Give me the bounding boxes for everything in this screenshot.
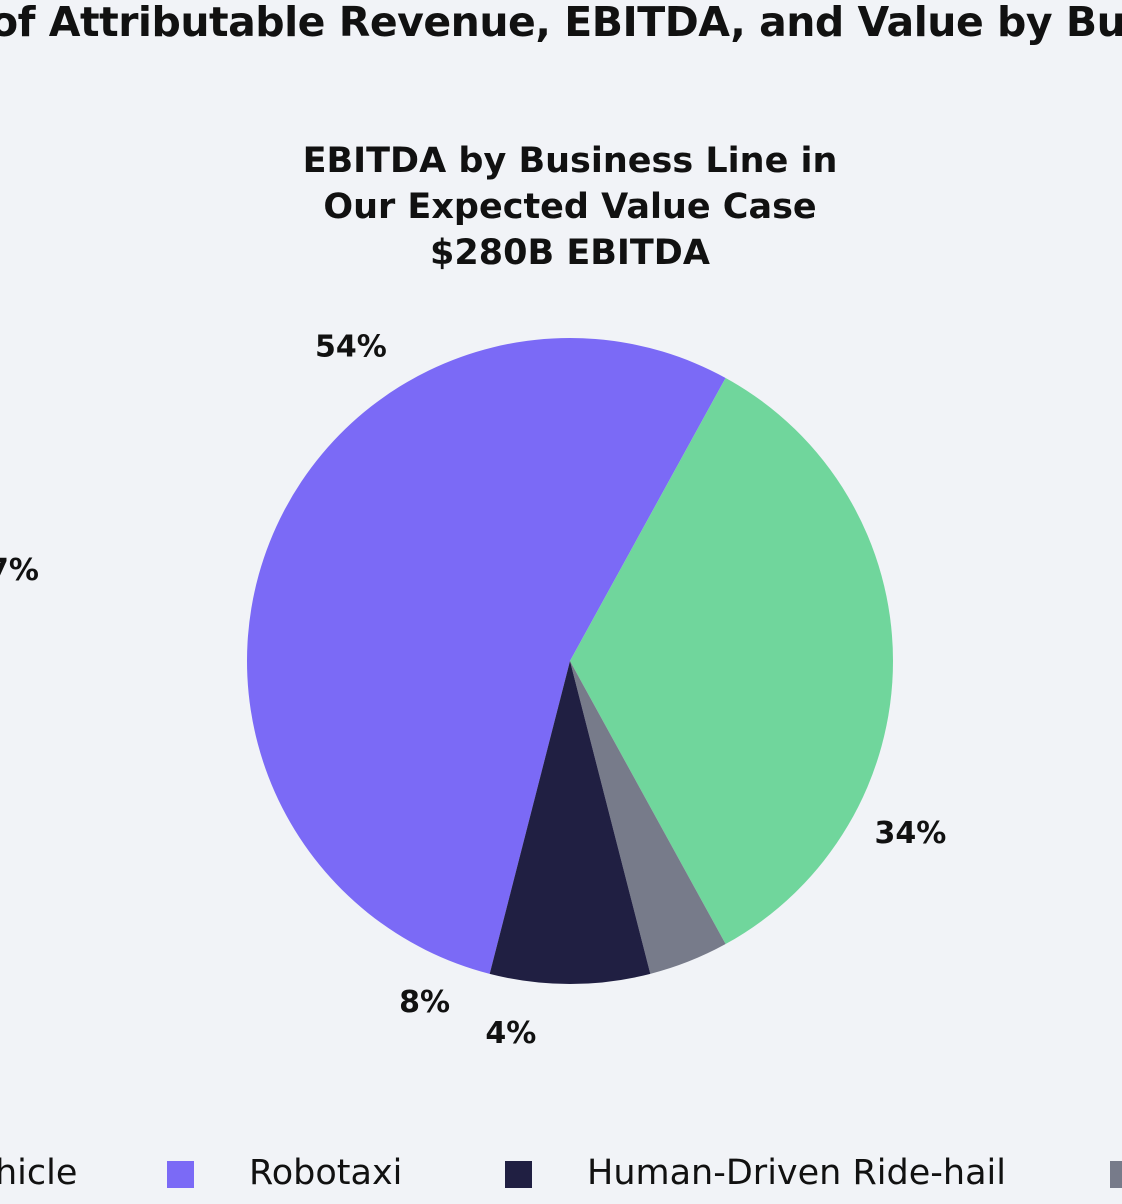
- chart-title-line-2: Our Expected Value Case: [323, 187, 817, 227]
- legend-swatch-human-driven: [505, 1161, 532, 1188]
- pie-slice-4: [489, 661, 651, 984]
- chart-title: EBITDA by Business Line in Our Expected …: [0, 138, 1122, 276]
- chart-title-line-1: EBITDA by Business Line in: [302, 141, 838, 181]
- main-title: of Attributable Revenue, EBITDA, and Val…: [0, 0, 1122, 46]
- legend-swatch-4: [1110, 1161, 1122, 1188]
- legend-swatch-robotaxi: [167, 1161, 194, 1188]
- pie-label-3: 4%: [485, 1016, 536, 1051]
- chart-title-line-3: $280B EBITDA: [430, 233, 710, 273]
- pie-slice-2: [570, 377, 893, 945]
- legend-label-2: Robotaxi: [249, 1153, 403, 1193]
- pie-slice-3: [570, 661, 726, 974]
- legend-label-3: Human-Driven Ride-hail: [587, 1153, 1006, 1193]
- legend: hicle Robotaxi Human-Driven Ride-hail: [0, 1150, 1122, 1200]
- legend-label-1: hicle: [0, 1153, 78, 1193]
- pie-label-2: 34%: [874, 816, 946, 851]
- left-chart-partial-label: 7%: [0, 553, 39, 588]
- pie-label-4: 8%: [399, 985, 450, 1020]
- pie-slice-1: [247, 338, 726, 974]
- pie-label-1: 54%: [315, 330, 387, 365]
